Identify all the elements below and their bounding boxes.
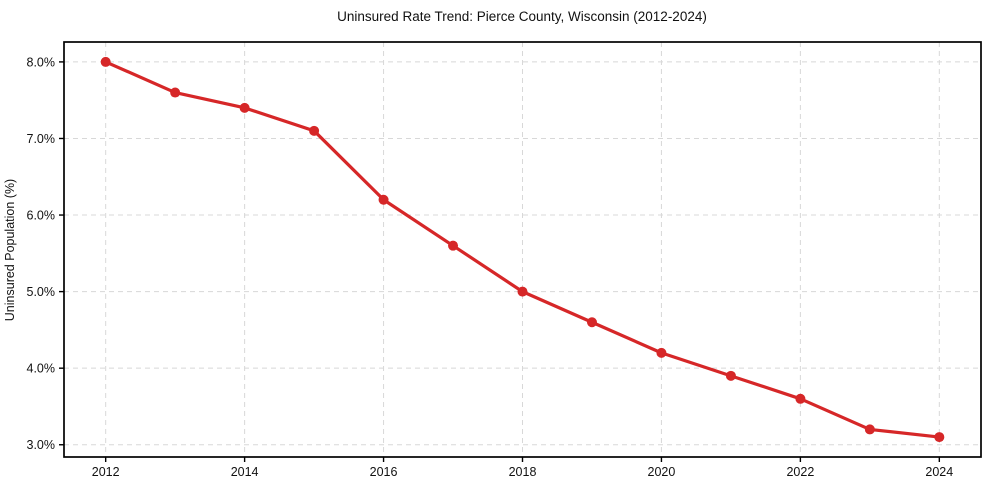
plot-generated: 3.0% 4.0% 5.0% 6.0% 7.0% 8.0% 2012 2014 2016 2018… xyxy=(27,41,982,479)
y-tick-label: 7.0% xyxy=(27,132,56,146)
data-point xyxy=(378,194,389,205)
data-point xyxy=(100,56,111,67)
x-tick-label: 2016 xyxy=(370,465,398,479)
x-tick-label: 2022 xyxy=(786,465,814,479)
y-tick-label: 4.0% xyxy=(27,362,56,376)
y-tick-label: 6.0% xyxy=(27,209,56,223)
x-tick-label: 2024 xyxy=(925,465,953,479)
data-point xyxy=(309,125,320,136)
data-point xyxy=(170,87,181,98)
x-tick-label: 2018 xyxy=(509,465,537,479)
data-point xyxy=(795,393,806,404)
x-tick-label: 2014 xyxy=(231,465,259,479)
data-point xyxy=(517,286,528,297)
data-point xyxy=(725,370,736,381)
data-point xyxy=(864,424,875,435)
y-tick-label: 5.0% xyxy=(27,285,56,299)
chart-title: Uninsured Rate Trend: Pierce County, Wis… xyxy=(337,9,707,24)
y-axis-label: Uninsured Population (%) xyxy=(3,179,17,321)
x-tick-label: 2012 xyxy=(92,465,120,479)
data-point xyxy=(239,102,250,113)
data-point xyxy=(586,317,597,328)
data-point xyxy=(656,347,667,358)
x-tick-label: 2020 xyxy=(648,465,676,479)
data-point xyxy=(448,240,459,251)
y-tick-label: 3.0% xyxy=(27,438,56,452)
y-tick-label: 8.0% xyxy=(27,55,56,69)
data-point xyxy=(934,432,945,443)
